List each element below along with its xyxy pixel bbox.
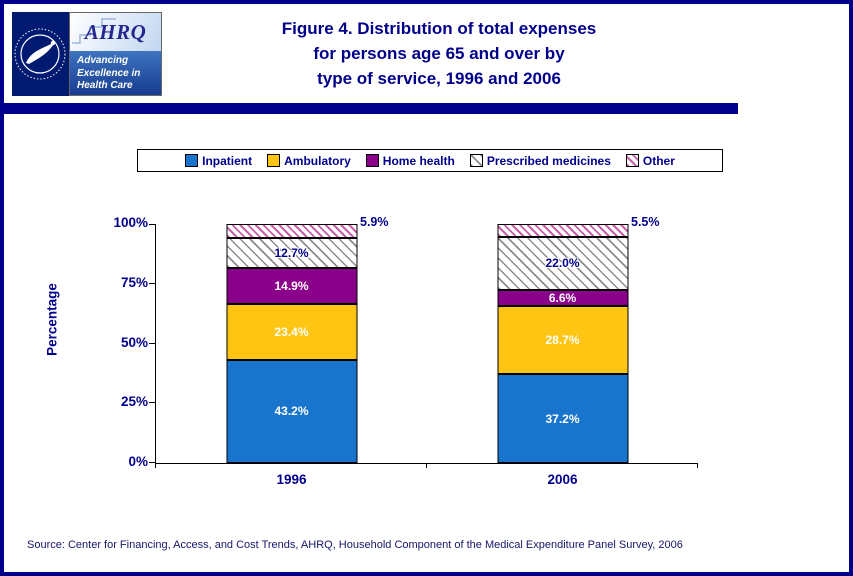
bar-segment: 14.9% — [226, 268, 357, 304]
x-tick-mark — [155, 463, 156, 468]
bar-stack: 43.2% 23.4% 14.9% 12.7% — [226, 224, 357, 463]
value-label: 22.0% — [545, 256, 580, 271]
value-label: 12.7% — [274, 246, 309, 261]
header-divider — [4, 103, 738, 114]
figure-title: Figure 4. Distribution of total expenses… — [189, 16, 689, 91]
value-label-outside: 5.5% — [631, 215, 660, 229]
x-tick-mark — [697, 463, 698, 468]
legend-item: Home health — [365, 153, 455, 168]
bar-segment: 37.2% — [497, 374, 628, 463]
legend-label: Prescribed medicines — [486, 153, 611, 168]
bar-group: 37.2% 28.7% 6.6% 22.0% 5.5% 2006 — [497, 215, 660, 487]
y-tick-mark — [149, 342, 156, 344]
ahrq-tagline-line: Advancing — [77, 55, 129, 66]
value-label: 23.4% — [274, 324, 309, 339]
value-label: 28.7% — [545, 332, 580, 347]
bar-segment: 22.0% — [497, 237, 628, 290]
value-label-outside: 5.9% — [360, 215, 389, 229]
legend-swatch — [469, 154, 483, 167]
ahrq-logo: AHRQ Advancing Excellence in Health Care — [69, 12, 162, 96]
ahrq-tagline-line: Health Care — [77, 80, 133, 91]
value-label: 37.2% — [545, 411, 580, 426]
legend-label: Ambulatory — [284, 153, 351, 168]
y-tick-label: 100% — [113, 215, 148, 230]
figure-title-line: for persons age 65 and over by — [313, 44, 565, 63]
bar-segment: 12.7% — [226, 238, 357, 269]
x-category-label: 2006 — [547, 472, 578, 487]
value-label: 6.6% — [548, 290, 577, 305]
ahrq-logo-top: AHRQ — [70, 13, 161, 51]
bar-stack: 37.2% 28.7% 6.6% 22.0% — [497, 224, 628, 463]
hhs-seal-icon — [14, 28, 66, 80]
legend-item: Inpatient — [185, 154, 252, 168]
ahrq-tagline: Advancing Excellence in Health Care — [70, 51, 161, 95]
legend-swatch — [365, 154, 379, 167]
x-category-label: 1996 — [276, 472, 307, 487]
ahrq-steps-icon — [72, 18, 116, 44]
y-tick-mark — [149, 402, 156, 404]
value-label: 43.2% — [274, 404, 309, 419]
y-tick-label: 0% — [128, 454, 148, 469]
legend-label: Other — [642, 153, 675, 168]
figure-title-line: type of service, 1996 and 2006 — [317, 69, 561, 88]
y-tick-mark — [149, 224, 156, 225]
y-tick-mark — [149, 282, 156, 284]
y-tick-mark — [149, 462, 156, 463]
chart-legend: Inpatient Ambulatory Home health Prescribed… — [137, 149, 723, 172]
bar-group: 43.2% 23.4% 14.9% 12.7% 5.9% 1996 — [226, 215, 389, 487]
y-tick-label: 75% — [120, 274, 148, 290]
value-label: 14.9% — [274, 279, 309, 294]
ahrq-acronym: AHRQ — [84, 19, 147, 44]
bar-segment — [497, 224, 628, 238]
x-tick-mark — [426, 463, 427, 468]
legend-item: Other — [625, 153, 675, 168]
y-tick-label: 25% — [120, 394, 148, 410]
legend-item: Ambulatory — [267, 154, 351, 168]
hhs-logo — [12, 12, 69, 96]
bar-segment: 43.2% — [226, 359, 357, 463]
legend-swatch — [267, 154, 281, 167]
legend-swatch — [625, 154, 639, 167]
legend-swatch — [185, 154, 199, 167]
y-tick-label: 50% — [120, 334, 148, 350]
plot-area: 0% 25% 50% 75% 100% 43.2% 23.4% 14.9% 12.7% 5.9% 1… — [113, 215, 698, 487]
bar-segment: 6.6% — [497, 289, 628, 306]
legend-label: Inpatient — [202, 153, 253, 168]
ahrq-tagline-line: Excellence in — [77, 67, 141, 79]
bar-segment — [226, 224, 357, 239]
y-axis-title: Percentage — [44, 283, 60, 356]
bar-segment: 28.7% — [497, 305, 628, 375]
source-note: Source: Center for Financing, Access, an… — [27, 539, 683, 551]
bar-segment: 23.4% — [226, 303, 357, 360]
figure-title-line: Figure 4. Distribution of total expenses — [281, 19, 597, 38]
legend-label: Home health — [382, 153, 455, 168]
legend-item: Prescribed medicines — [469, 153, 611, 168]
